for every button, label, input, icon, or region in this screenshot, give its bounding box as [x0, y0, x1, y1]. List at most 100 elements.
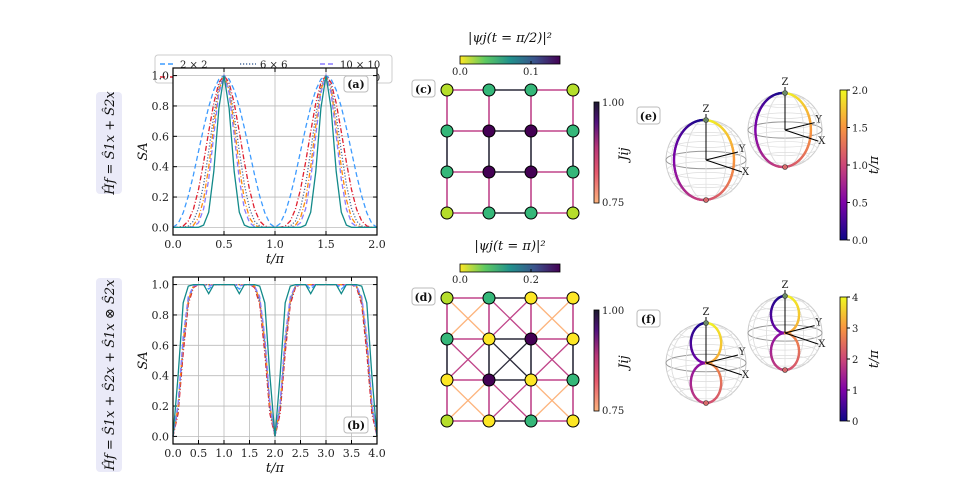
- coupling-colorbar: [593, 101, 600, 204]
- sphere-latitude: [760, 355, 810, 367]
- north-pole-marker: [703, 320, 709, 326]
- x-tick-label: 1.5: [317, 238, 335, 251]
- coupling-edge: [488, 297, 532, 340]
- legend-label-4: 10 × 10: [340, 60, 380, 71]
- y-tick-label: 0.2: [152, 191, 170, 204]
- x-tick-label: 1.5: [241, 447, 259, 460]
- lattice-site: [440, 414, 454, 428]
- south-pole-marker: [703, 400, 709, 406]
- legend-label-2: 6 × 6: [260, 60, 287, 71]
- lattice-site: [482, 332, 496, 346]
- axes-frame: [172, 67, 378, 236]
- lattice-site: [524, 291, 538, 305]
- lattice-site: [524, 414, 538, 428]
- sphere-latitude: [752, 141, 818, 156]
- psi-colorbar: [459, 263, 561, 273]
- y-axis-label: Y: [814, 115, 822, 126]
- coupling-edge: [446, 338, 490, 381]
- y-tick-label: 0.4: [152, 370, 170, 383]
- x-tick-label: 0.0: [164, 447, 182, 460]
- x-axis: [705, 159, 743, 173]
- coupling-edge: [530, 297, 574, 340]
- panel-b: 0.0 0.5 1.0 1.5 2.0 2.5 3.0 3.5 4.0 0.0 0.2 0.4 0.6 0…: [136, 276, 386, 476]
- x-tick-label: 2.5: [292, 447, 310, 460]
- lattice-site: [524, 165, 538, 179]
- lattice-site: [482, 124, 496, 138]
- panel-label: (f): [641, 313, 656, 326]
- psi-cbar-tick: 0.0: [452, 275, 468, 286]
- y-axis-label: Y: [738, 347, 746, 358]
- time-colorbar: [839, 89, 848, 241]
- axes-frame: [172, 276, 378, 445]
- sphere-latitude: [671, 172, 741, 188]
- lattice-site: [524, 206, 538, 220]
- coupling-colorbar: [593, 309, 600, 412]
- series-line-44: [172, 74, 378, 229]
- y-axis-label: Y: [738, 144, 746, 155]
- sphere-latitude: [760, 152, 810, 164]
- y-tick-label: 0.4: [152, 161, 170, 174]
- lattice-site: [566, 206, 580, 220]
- psi-cbar-tick: 0.1: [523, 67, 539, 78]
- y-tick-label: 0.0: [152, 430, 170, 443]
- sphere-latitude: [752, 344, 818, 359]
- lattice-site: [524, 124, 538, 138]
- panel-label: (b): [347, 419, 365, 432]
- lattice-site: [566, 165, 580, 179]
- time-colorbar: [839, 296, 848, 422]
- time-cbar-tick: 0.0: [852, 236, 868, 247]
- y-tick-label: 0.8: [152, 309, 170, 322]
- z-axis-label: Z: [703, 104, 710, 115]
- lattice-site: [524, 332, 538, 346]
- y-tick-label: 0.8: [152, 100, 170, 113]
- coupling-cbar-min: 0.75: [602, 406, 624, 417]
- coupling-cbar-label: Jij: [617, 355, 632, 371]
- row-label-bottom: Ĥf = Ŝ1x + Ŝ2x + Ŝ1x ⊗ Ŝ2x: [96, 278, 122, 472]
- sphere-latitude: [666, 161, 746, 179]
- lattice-site: [482, 83, 496, 97]
- lattice-site: [482, 291, 496, 305]
- x-tick-label: 3.0: [317, 447, 335, 460]
- lattice-site: [440, 165, 454, 179]
- panel-label: (c): [415, 83, 432, 96]
- x-tick-label: 1.0: [266, 238, 284, 251]
- lattice-site: [482, 165, 496, 179]
- row-label-bottom-text: Ĥf = Ŝ1x + Ŝ2x + Ŝ1x ⊗ Ŝ2x: [101, 279, 118, 471]
- x-axis-label: X: [742, 370, 750, 381]
- psi-cbar-tick: 0.0: [452, 67, 468, 78]
- y-tick-label: 0.6: [152, 130, 170, 143]
- lattice-site: [566, 414, 580, 428]
- time-cbar-tick: 1.5: [852, 124, 868, 135]
- time-cbar-label: t/π: [867, 349, 882, 368]
- time-cbar-tick: 0: [852, 417, 858, 428]
- lattice-site: [440, 373, 454, 387]
- lattice-site: [440, 83, 454, 97]
- panel-c-lattice: |ψj(t = π/2)|² 0.0 0.1 (c) 1.00 0.75 Jij: [411, 31, 632, 220]
- legend-label-0: 2 × 2: [180, 60, 207, 71]
- panel-label-box: [343, 75, 369, 93]
- panel-label-box: [636, 106, 661, 125]
- y-axis-label: SA: [136, 351, 151, 369]
- y-tick-label: 0.2: [152, 400, 170, 413]
- x-axis-label: t/π: [266, 252, 285, 267]
- time-cbar-tick: 1.0: [852, 161, 868, 172]
- coupling-edge: [530, 338, 574, 381]
- row-label-top-text: Ĥf = Ŝ1x + Ŝ2x: [101, 91, 118, 196]
- row-label-top: Ĥf = Ŝ1x + Ŝ2x: [96, 91, 122, 196]
- series-line-1010: [172, 283, 378, 437]
- time-cbar-tick: 2.0: [852, 86, 868, 97]
- coupling-cbar-min: 0.75: [602, 198, 624, 209]
- lattice-title: |ψj(t = π/2)|²: [468, 31, 552, 46]
- y-axis: [705, 151, 739, 161]
- panel-label: (a): [347, 78, 365, 91]
- x-axis-label: X: [818, 136, 826, 147]
- panel-label-box: [411, 287, 436, 306]
- coupling-cbar-label: Jij: [617, 147, 632, 163]
- panel-label: (e): [640, 110, 657, 123]
- lattice-site: [566, 332, 580, 346]
- time-cbar-label: t/π: [867, 155, 882, 174]
- lattice-site: [566, 124, 580, 138]
